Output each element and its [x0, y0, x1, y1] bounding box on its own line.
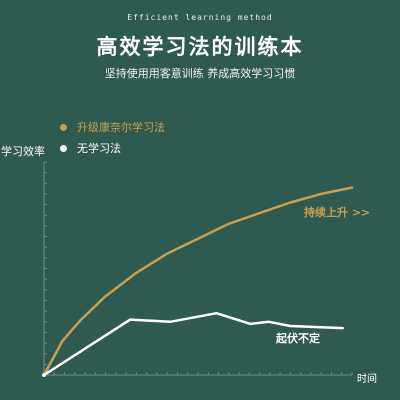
legend-dot-gold	[60, 123, 67, 131]
x-axis-label: 时间	[357, 374, 377, 385]
legend-label-cornell: 升级康奈尔学习法	[77, 121, 165, 134]
legend-label-none: 无学习法	[77, 142, 121, 155]
page-subtitle: 坚持使用用客意训练 养成高效学习习惯	[104, 67, 296, 80]
annotation-fluctuating: 起伏不定	[276, 332, 320, 345]
y-axis-label: 学习效率	[1, 145, 45, 158]
legend-item-none: 无学习法	[60, 140, 121, 156]
series-line-cornell	[42, 186, 354, 377]
legend-item-cornell: 升级康奈尔学习法	[60, 119, 165, 135]
series-line-none	[42, 311, 345, 377]
origin-point	[42, 373, 46, 377]
annotation-rising: 持续上升 >>	[304, 206, 371, 219]
eyebrow-text: Efficient learning method	[127, 13, 273, 22]
legend-dot-white	[60, 144, 67, 152]
axis-ticks	[44, 161, 353, 375]
page-title: 高效学习法的训练本	[96, 35, 304, 59]
